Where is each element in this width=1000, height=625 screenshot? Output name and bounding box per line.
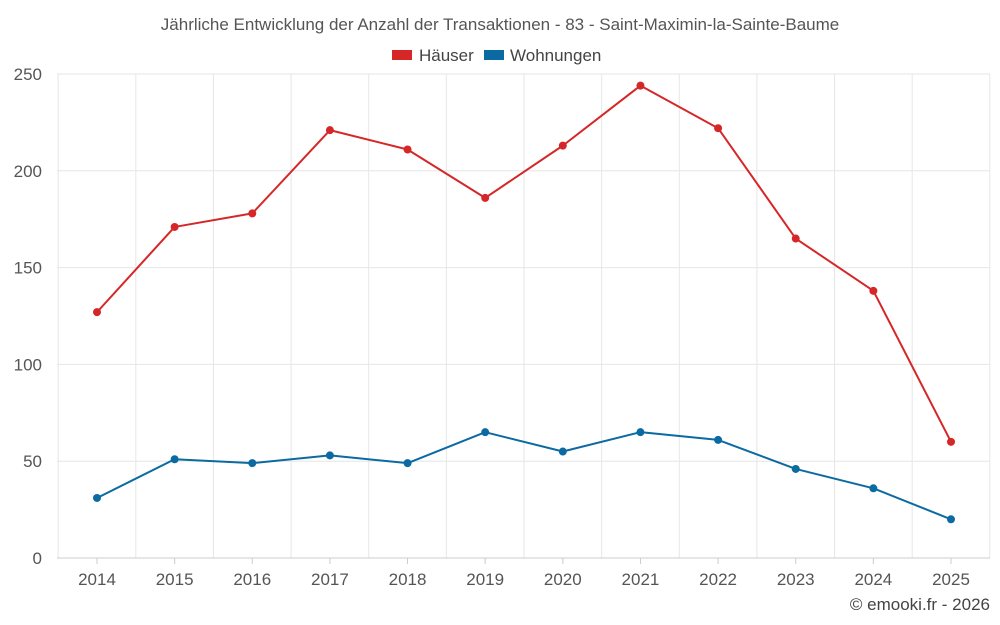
data-point[interactable]: Häuser 2022: 222	[714, 124, 723, 133]
data-point[interactable]: Wohnungen 2018: 49	[403, 459, 412, 468]
y-tick-label: 50	[23, 452, 42, 471]
y-tick-label: 250	[14, 65, 42, 84]
x-tick-label: 2021	[622, 570, 660, 589]
data-point[interactable]: Wohnungen 2025: 20	[947, 515, 955, 524]
data-point[interactable]: Wohnungen 2020: 55	[558, 447, 567, 456]
chart-title: Jährliche Entwicklung der Anzahl der Tra…	[161, 15, 839, 34]
data-point[interactable]: Häuser 2019: 186	[481, 193, 490, 202]
legend: Häuser Wohnungen	[392, 46, 601, 65]
data-point[interactable]: Häuser 2014: 127	[93, 308, 101, 317]
series-line-1	[96, 431, 952, 521]
series-line-0	[96, 84, 952, 443]
data-point[interactable]: Häuser 2015: 171	[170, 222, 179, 231]
x-axis-ticks: 2014 2015 2016 2017 2018 2019 2020 2021 2022 2023…	[78, 558, 970, 589]
y-tick-label: 150	[14, 259, 42, 278]
y-axis-ticks: 0 50 100 150 200 250	[14, 65, 42, 568]
x-tick-label: 2014	[78, 570, 116, 589]
data-point[interactable]: Wohnungen 2016: 49	[248, 459, 257, 468]
data-point[interactable]: Wohnungen 2023: 46	[791, 464, 800, 473]
data-point[interactable]: Wohnungen 2014: 31	[93, 493, 101, 502]
x-tick-label: 2022	[699, 570, 737, 589]
x-tick-label: 2024	[854, 570, 892, 589]
data-point[interactable]: Wohnungen 2015: 51	[170, 455, 179, 464]
data-point[interactable]: Häuser 2018: 211	[403, 145, 412, 154]
data-point[interactable]: Häuser 2020: 213	[558, 141, 567, 150]
data-point[interactable]: Wohnungen 2021: 65	[636, 428, 645, 437]
y-tick-label: 100	[14, 355, 42, 374]
data-point[interactable]: Häuser 2025: 60	[947, 437, 955, 446]
data-point[interactable]: Häuser 2016: 178	[248, 209, 257, 218]
y-tick-label: 200	[14, 162, 42, 181]
data-point[interactable]: Häuser 2021: 244	[636, 81, 645, 90]
data-point[interactable]: Wohnungen 2022: 61	[714, 435, 723, 444]
data-point[interactable]: Häuser 2017: 221	[325, 126, 334, 135]
data-point[interactable]: Wohnungen 2017: 53	[325, 451, 334, 460]
x-tick-label: 2020	[544, 570, 582, 589]
legend-swatch-wohnungen	[484, 50, 504, 60]
x-tick-label: 2025	[932, 570, 970, 589]
x-tick-label: 2017	[311, 570, 349, 589]
legend-label-haeuser[interactable]: Häuser	[419, 46, 474, 65]
x-tick-label: 2016	[233, 570, 271, 589]
series-lines: Häuser 2014: 127 Häuser 2015: 171 Häuser 2…	[93, 81, 955, 524]
x-tick-label: 2019	[466, 570, 504, 589]
data-point[interactable]: Häuser 2024: 138	[869, 286, 878, 295]
legend-label-wohnungen[interactable]: Wohnungen	[510, 46, 601, 65]
x-tick-label: 2023	[777, 570, 815, 589]
y-tick-label: 0	[33, 549, 42, 568]
x-tick-label: 2015	[156, 570, 194, 589]
gridlines	[57, 73, 991, 559]
x-tick-label: 2018	[389, 570, 427, 589]
data-point[interactable]: Wohnungen 2024: 36	[869, 484, 878, 493]
data-point[interactable]: Wohnungen 2019: 65	[481, 428, 490, 437]
credit-label: © emooki.fr - 2026	[850, 595, 990, 614]
data-point[interactable]: Häuser 2023: 165	[791, 234, 800, 243]
legend-swatch-haeuser	[392, 50, 412, 60]
